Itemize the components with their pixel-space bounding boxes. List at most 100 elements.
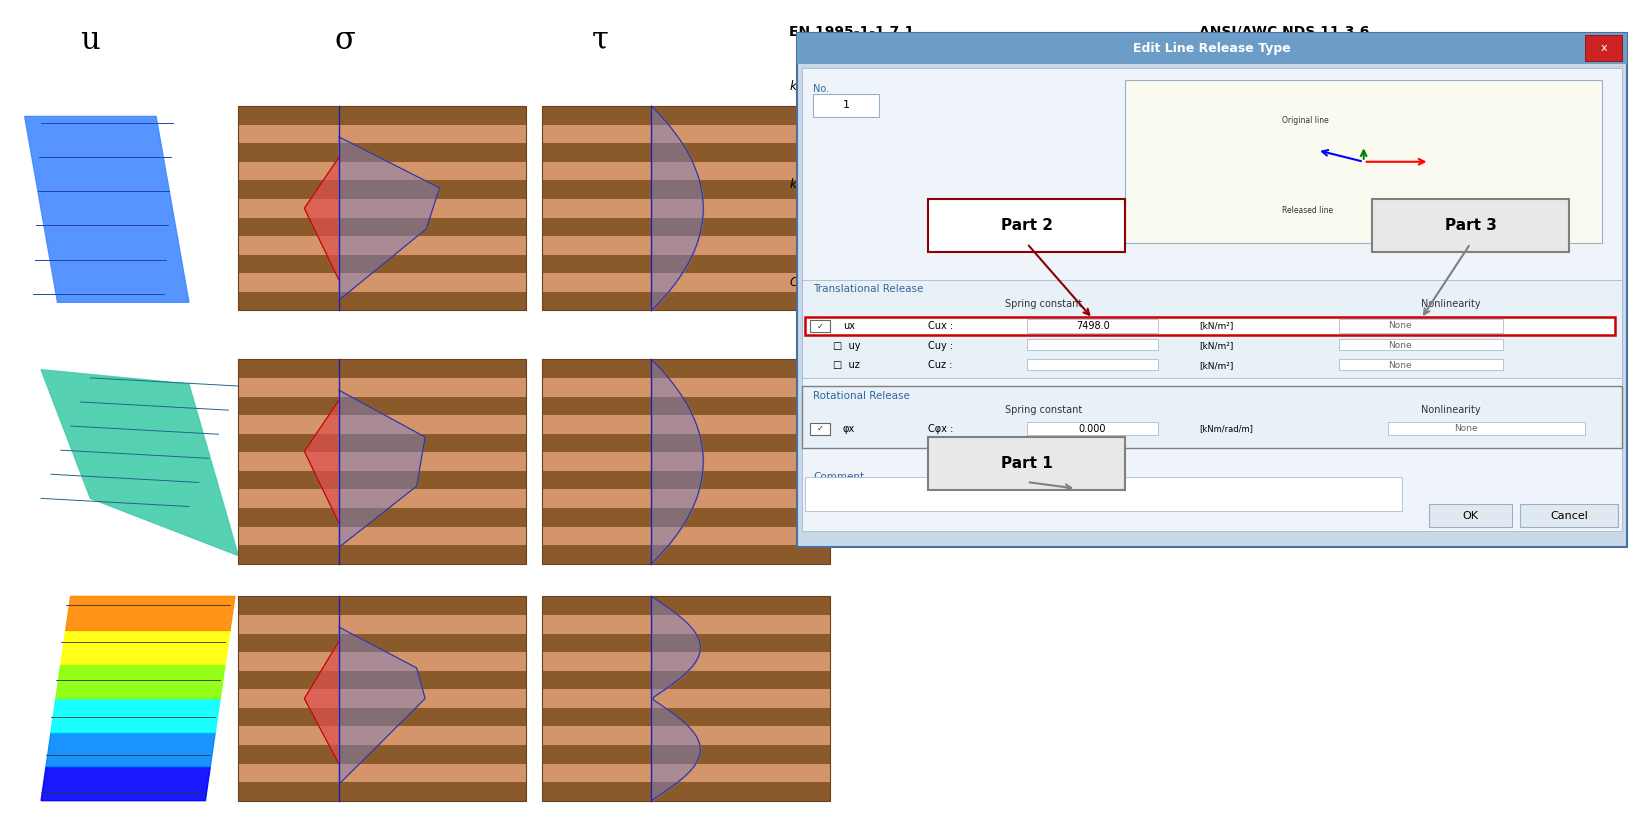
Text: OK: OK [1462, 511, 1479, 520]
FancyBboxPatch shape [1520, 504, 1618, 527]
Text: ANSI/AWC NDS 11.3.6: ANSI/AWC NDS 11.3.6 [1199, 25, 1370, 38]
Text: $\gamma = 0.5 \cdot 180000 \cdot d^{1.5} = 0.5 \cdot 180000 \cdot 0.5^{1.5}$: $\gamma = 0.5 \cdot 180000 \cdot d^{1.5}… [1199, 74, 1451, 93]
Bar [542, 292, 830, 310]
Polygon shape [304, 400, 338, 523]
Bar [542, 274, 830, 292]
Text: None: None [1388, 341, 1411, 350]
Bar [542, 217, 830, 236]
Bar [238, 764, 526, 782]
FancyBboxPatch shape [1372, 199, 1569, 252]
Bar [542, 764, 830, 782]
Bar [238, 396, 526, 415]
Bar [542, 143, 830, 162]
Text: Cφx :: Cφx : [928, 424, 953, 434]
FancyBboxPatch shape [797, 33, 1627, 64]
Text: 1: 1 [843, 100, 849, 110]
Bar [542, 489, 830, 508]
Bar [238, 489, 526, 508]
FancyBboxPatch shape [1125, 80, 1602, 243]
Bar [542, 434, 830, 453]
Bar [542, 471, 830, 489]
Bar [542, 415, 830, 434]
Polygon shape [61, 631, 230, 664]
Polygon shape [46, 733, 215, 766]
Bar [542, 199, 830, 217]
Text: $k_{ser} = \rho_m^{\ 1.5} \cdot \dfrac{d}{23} = 420^{1.5} \cdot \dfrac{12}{23}$: $k_{ser} = \rho_m^{\ 1.5} \cdot \dfrac{d… [789, 74, 958, 100]
Text: Edit Line Release Type: Edit Line Release Type [1132, 42, 1291, 55]
Text: $C_{ux} = k_{ser} \cdot n_{per\ meter} = 4490\ \dfrac{kN}{m} \cdot \dfrac{1.67}{: $C_{ux} = k_{ser} \cdot n_{per\ meter} =… [789, 270, 1068, 298]
Bar [238, 255, 526, 274]
Bar [238, 236, 526, 255]
Bar [542, 527, 830, 545]
Text: $k_{ser} = 4490\ \dfrac{N}{mm} = 4490\ \dfrac{kN}{m}$: $k_{ser} = 4490\ \dfrac{N}{mm} = 4490\ \… [789, 172, 956, 196]
Polygon shape [338, 627, 426, 784]
Bar [542, 359, 830, 378]
Polygon shape [66, 596, 235, 631]
Text: Cuz :: Cuz : [928, 360, 953, 370]
Bar [542, 125, 830, 143]
Bar [238, 106, 526, 125]
Bar [238, 726, 526, 745]
FancyBboxPatch shape [802, 280, 1622, 378]
Text: EN 1995-1-1 7.1: EN 1995-1-1 7.1 [789, 25, 914, 38]
Text: Rotational Release: Rotational Release [813, 391, 910, 400]
Text: Cuy :: Cuy : [928, 341, 953, 350]
FancyBboxPatch shape [802, 68, 1622, 531]
Bar [238, 217, 526, 236]
Text: [kNm/rad/m]: [kNm/rad/m] [1199, 424, 1254, 434]
Bar [238, 633, 526, 652]
FancyBboxPatch shape [238, 596, 526, 801]
Text: x: x [1600, 43, 1607, 53]
Text: 7498.0: 7498.0 [1076, 321, 1109, 331]
FancyBboxPatch shape [928, 437, 1125, 490]
Text: φx: φx [843, 424, 854, 434]
Text: [kN/m²]: [kN/m²] [1199, 360, 1234, 370]
Bar [542, 671, 830, 690]
FancyBboxPatch shape [1027, 422, 1158, 435]
Text: Original line: Original line [1282, 116, 1328, 126]
Bar [238, 545, 526, 564]
Text: Cux :: Cux : [928, 321, 953, 331]
Bar [238, 745, 526, 764]
Text: Nonlinearity: Nonlinearity [1421, 405, 1480, 415]
Text: u: u [81, 25, 100, 56]
FancyBboxPatch shape [1388, 422, 1585, 435]
Bar [238, 415, 526, 434]
Bar [238, 181, 526, 199]
Text: Comment: Comment [813, 472, 864, 482]
Bar [542, 708, 830, 726]
Text: Part 2: Part 2 [1001, 217, 1053, 233]
Bar [542, 162, 830, 181]
Bar [238, 274, 526, 292]
Text: Released line: Released line [1282, 206, 1332, 216]
Bar [238, 453, 526, 471]
FancyBboxPatch shape [805, 477, 1403, 511]
Bar [238, 471, 526, 489]
Bar [542, 545, 830, 564]
Bar [238, 162, 526, 181]
Polygon shape [304, 158, 338, 279]
Bar [238, 615, 526, 633]
Bar [238, 652, 526, 671]
Bar [238, 434, 526, 453]
Text: [kN/m²]: [kN/m²] [1199, 321, 1234, 331]
FancyBboxPatch shape [542, 106, 830, 310]
FancyBboxPatch shape [1339, 339, 1503, 350]
FancyBboxPatch shape [1027, 359, 1158, 370]
Bar [238, 671, 526, 690]
Text: [kN/m²]: [kN/m²] [1199, 341, 1234, 350]
Text: Spring constant: Spring constant [1004, 299, 1083, 309]
Text: ✓: ✓ [817, 424, 823, 434]
Text: None: None [1388, 360, 1411, 370]
Bar [238, 378, 526, 396]
Text: $\gamma = 31820\ \dfrac{lbf}{in} = 381838\ \dfrac{lbf}{ft}$: $\gamma = 31820\ \dfrac{lbf}{in} = 38183… [1199, 172, 1370, 199]
Bar [542, 181, 830, 199]
Text: No.: No. [813, 84, 830, 94]
Bar [542, 378, 830, 396]
Bar [238, 527, 526, 545]
FancyBboxPatch shape [1339, 359, 1503, 370]
Bar [238, 359, 526, 378]
FancyBboxPatch shape [810, 320, 830, 332]
FancyBboxPatch shape [542, 359, 830, 564]
FancyBboxPatch shape [238, 106, 526, 310]
